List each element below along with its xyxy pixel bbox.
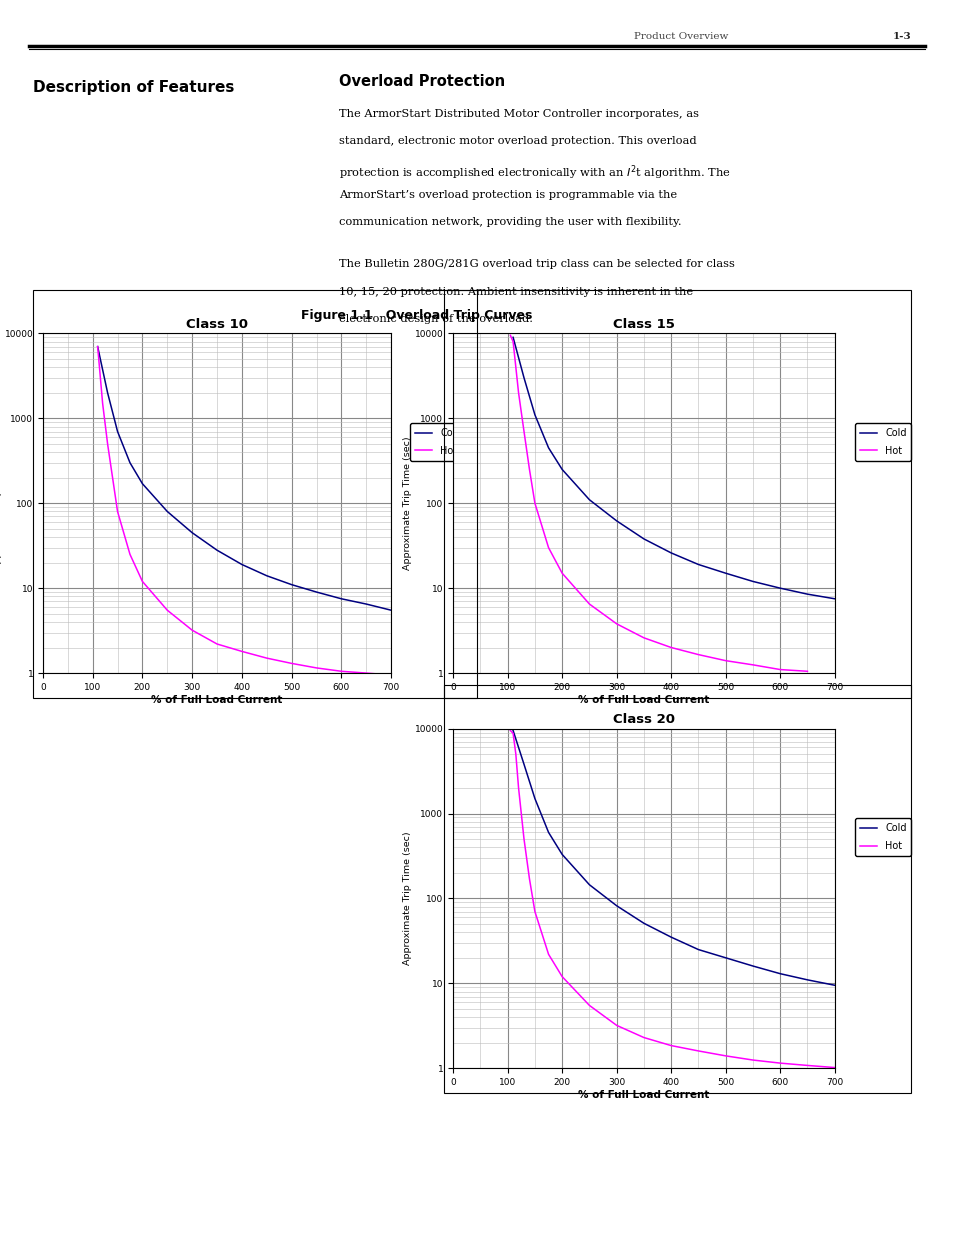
Text: communication network, providing the user with flexibility.: communication network, providing the use… [338, 217, 680, 227]
Title: Class 10: Class 10 [186, 317, 248, 331]
Text: The ArmorStart Distributed Motor Controller incorporates, as: The ArmorStart Distributed Motor Control… [338, 109, 698, 119]
X-axis label: % of Full Load Current: % of Full Load Current [152, 694, 282, 705]
Text: 1-3: 1-3 [891, 32, 910, 41]
Y-axis label: Approximate Trip Time (sec): Approximate Trip Time (sec) [402, 436, 412, 571]
Text: electronic design of the overload.: electronic design of the overload. [338, 314, 532, 324]
Y-axis label: Approximate Trip Time (sec): Approximate Trip Time (sec) [0, 436, 2, 571]
X-axis label: % of Full Load Current: % of Full Load Current [578, 694, 709, 705]
Legend: Cold, Hot: Cold, Hot [410, 424, 466, 461]
Text: Overload Protection: Overload Protection [338, 74, 504, 89]
Y-axis label: Approximate Trip Time (sec): Approximate Trip Time (sec) [402, 831, 412, 966]
X-axis label: % of Full Load Current: % of Full Load Current [578, 1089, 709, 1100]
Text: protection is accomplished electronically with an $I^2$t algorithm. The: protection is accomplished electronicall… [338, 163, 729, 182]
Text: Description of Features: Description of Features [33, 80, 234, 95]
Legend: Cold, Hot: Cold, Hot [854, 424, 910, 461]
Title: Class 15: Class 15 [613, 317, 674, 331]
Text: ArmorStart’s overload protection is programmable via the: ArmorStart’s overload protection is prog… [338, 190, 676, 200]
Text: 10, 15, 20 protection. Ambient insensitivity is inherent in the: 10, 15, 20 protection. Ambient insensiti… [338, 287, 692, 296]
Title: Class 20: Class 20 [613, 713, 674, 726]
Text: Figure 1.1   Overload Trip Curves: Figure 1.1 Overload Trip Curves [300, 309, 532, 322]
Text: The Bulletin 280G/281G overload trip class can be selected for class: The Bulletin 280G/281G overload trip cla… [338, 259, 734, 269]
Legend: Cold, Hot: Cold, Hot [854, 819, 910, 856]
Text: Product Overview: Product Overview [634, 32, 728, 41]
Text: standard, electronic motor overload protection. This overload: standard, electronic motor overload prot… [338, 136, 696, 146]
